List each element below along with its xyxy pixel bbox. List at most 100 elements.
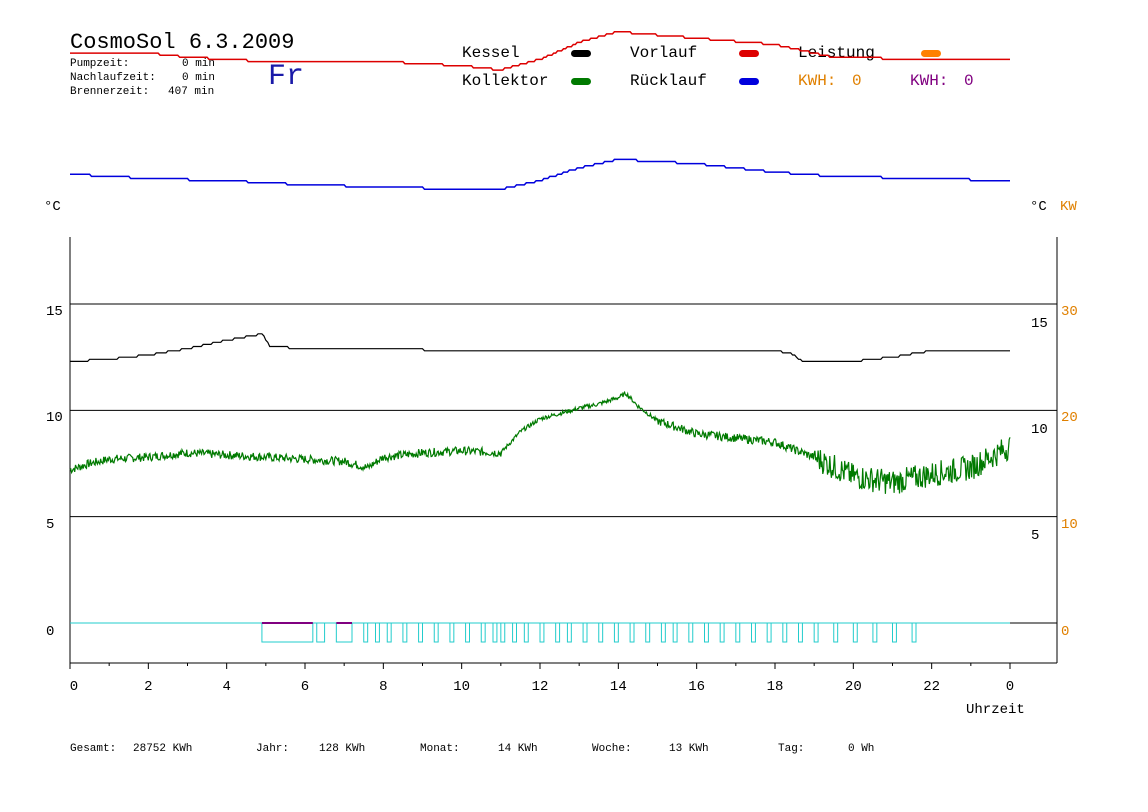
pump-interval bbox=[386, 622, 392, 643]
right-axis-unit-kw: KW bbox=[1060, 199, 1077, 215]
right-axis-unit-c: °C bbox=[1030, 199, 1047, 215]
legend-kwh-purple-label: KWH: bbox=[910, 72, 949, 90]
weekday-label: Fr bbox=[268, 60, 305, 94]
pump-interval bbox=[465, 622, 471, 643]
pump-interval bbox=[704, 622, 709, 643]
pump-interval bbox=[492, 622, 498, 643]
pump-interval bbox=[402, 622, 408, 643]
pump-interval bbox=[375, 622, 380, 643]
left-tick-label: 5 bbox=[46, 517, 55, 533]
legend-kwh-orange-value: 0 bbox=[852, 72, 862, 90]
footer-gesamt-label: Gesamt: bbox=[70, 743, 117, 755]
pump-interval bbox=[833, 622, 839, 643]
pump-interval bbox=[872, 622, 878, 643]
pump-interval bbox=[852, 622, 858, 643]
legend-kessel-swatch bbox=[571, 50, 591, 57]
pump-interval bbox=[261, 622, 314, 643]
footer-tag-value: 0 Wh bbox=[848, 743, 875, 755]
app-title: CosmoSol 6.3.2009 bbox=[70, 30, 295, 55]
pump-interval bbox=[613, 622, 619, 643]
series-line-kessel bbox=[70, 333, 1010, 362]
right-tick-label-c: 10 bbox=[1031, 422, 1048, 438]
pump-interval bbox=[766, 622, 772, 643]
left-tick-label: 0 bbox=[46, 624, 55, 640]
pump-interval bbox=[449, 622, 455, 643]
pump-interval bbox=[629, 622, 635, 643]
footer-jahr-label: Jahr: bbox=[256, 743, 290, 755]
pump-interval bbox=[798, 622, 803, 643]
legend-ruecklauf-swatch bbox=[739, 78, 759, 85]
pump-interval bbox=[316, 622, 326, 643]
x-tick-label: 18 bbox=[767, 679, 784, 695]
x-tick-label: 14 bbox=[610, 679, 627, 695]
right-tick-label-c: 5 bbox=[1031, 528, 1040, 544]
pump-interval bbox=[688, 622, 694, 643]
legend-kwh-purple-value: 0 bbox=[964, 72, 974, 90]
pump-interval bbox=[582, 622, 588, 643]
x-tick-label: 4 bbox=[222, 679, 230, 695]
legend-vorlauf-label: Vorlauf bbox=[630, 44, 698, 62]
pump-interval bbox=[911, 622, 917, 643]
pump-interval bbox=[433, 622, 439, 643]
pump-interval bbox=[523, 622, 529, 643]
footer-woche-value: 13 KWh bbox=[669, 743, 709, 755]
right-tick-label-kw: 30 bbox=[1061, 304, 1078, 320]
pump-interval bbox=[813, 622, 819, 643]
pump-interval bbox=[566, 622, 572, 643]
x-tick-label: 0 bbox=[70, 679, 78, 695]
left-tick-label: 10 bbox=[46, 410, 63, 426]
footer-jahr-value: 128 KWh bbox=[319, 743, 366, 755]
stat-brennerzeit-value: 407 min bbox=[168, 86, 215, 98]
left-tick-label: 15 bbox=[46, 304, 63, 320]
left-axis-unit: °C bbox=[44, 199, 61, 215]
series-line-vorlauf bbox=[70, 31, 1010, 71]
right-tick-label-kw: 20 bbox=[1061, 410, 1078, 426]
pump-interval bbox=[598, 622, 604, 643]
series-line-ruecklauf bbox=[70, 158, 1010, 190]
pump-interval bbox=[751, 622, 756, 643]
x-tick-label: 0 bbox=[1006, 679, 1014, 695]
pump-interval bbox=[480, 622, 486, 643]
pump-interval bbox=[555, 622, 561, 643]
x-tick-label: 2 bbox=[144, 679, 152, 695]
stat-pumpzeit-label: Pumpzeit: bbox=[70, 58, 130, 70]
legend-ruecklauf-label: Rücklauf bbox=[630, 72, 707, 90]
right-tick-label-c: 15 bbox=[1031, 316, 1048, 332]
right-tick-label-kw: 0 bbox=[1061, 624, 1070, 640]
series-line-kollektor bbox=[69, 390, 1011, 494]
legend-leistung-swatch bbox=[921, 50, 941, 57]
x-tick-label: 22 bbox=[923, 679, 940, 695]
x-tick-label: 12 bbox=[532, 679, 549, 695]
footer-tag-label: Tag: bbox=[778, 743, 805, 755]
legend-kollektor-label: Kollektor bbox=[462, 72, 549, 90]
pump-interval bbox=[719, 622, 725, 643]
stat-brennerzeit-label: Brennerzeit: bbox=[70, 86, 150, 98]
footer-monat-label: Monat: bbox=[420, 743, 460, 755]
pump-interval bbox=[645, 622, 651, 643]
pump-interval bbox=[512, 622, 517, 643]
right-tick-label-kw: 10 bbox=[1061, 517, 1078, 533]
pump-interval bbox=[892, 622, 897, 643]
pump-interval bbox=[418, 622, 424, 643]
legend-kessel-label: Kessel bbox=[462, 44, 520, 62]
pump-interval bbox=[660, 622, 666, 643]
footer-monat-value: 14 KWh bbox=[498, 743, 538, 755]
x-tick-label: 8 bbox=[379, 679, 387, 695]
pump-interval bbox=[672, 622, 678, 643]
x-tick-label: 16 bbox=[688, 679, 705, 695]
pump-interval bbox=[782, 622, 788, 643]
x-tick-label: 20 bbox=[845, 679, 862, 695]
legend-vorlauf-swatch bbox=[739, 50, 759, 57]
footer-gesamt-value: 28752 KWh bbox=[133, 743, 193, 755]
x-tick-label: 6 bbox=[301, 679, 309, 695]
stat-nachlaufzeit-label: Nachlaufzeit: bbox=[70, 72, 156, 84]
pump-interval bbox=[539, 622, 545, 643]
legend-kollektor-swatch bbox=[571, 78, 591, 85]
stat-pumpzeit-value: 0 min bbox=[182, 58, 216, 70]
footer-woche-label: Woche: bbox=[592, 743, 632, 755]
stat-nachlaufzeit-value: 0 min bbox=[182, 72, 216, 84]
pump-interval bbox=[735, 622, 741, 643]
x-tick-label: 10 bbox=[453, 679, 470, 695]
legend-kwh-orange-label: KWH: bbox=[798, 72, 837, 90]
